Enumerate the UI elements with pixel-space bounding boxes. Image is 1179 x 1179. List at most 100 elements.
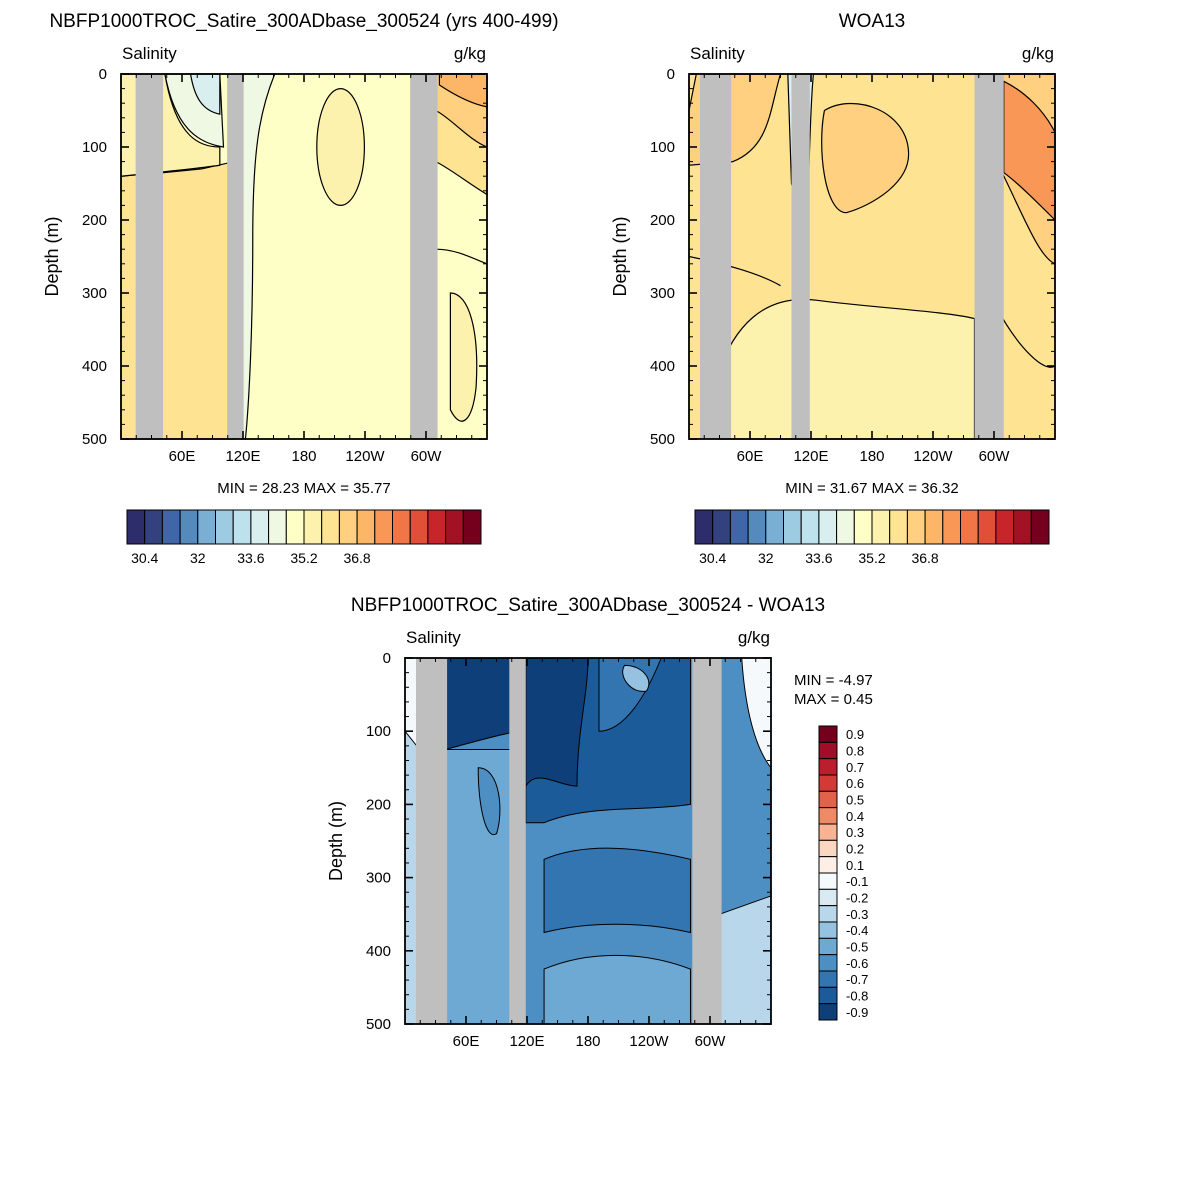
colorbar-label: 0.1 bbox=[846, 858, 864, 873]
x-tick-label: 180 bbox=[575, 1033, 600, 1050]
colorbar-box bbox=[268, 509, 287, 545]
land-mask bbox=[699, 74, 732, 439]
colorbar-label: 0.3 bbox=[846, 825, 864, 840]
colorbar-label: -0.4 bbox=[846, 923, 868, 938]
colorbar-box bbox=[144, 509, 163, 545]
land-mask bbox=[410, 74, 438, 439]
x-tick-label: 120E bbox=[225, 448, 260, 465]
y-axis-label: Depth (m) bbox=[326, 801, 346, 881]
min-label: MIN = -4.97 bbox=[794, 672, 873, 689]
land-mask bbox=[974, 74, 1004, 439]
colorbar-label: 35.2 bbox=[290, 550, 317, 566]
y-tick-label: 400 bbox=[650, 358, 675, 375]
colorbar-box bbox=[818, 823, 838, 841]
unit-label: g/kg bbox=[738, 628, 770, 647]
salinity-contour-region bbox=[316, 87, 365, 207]
colorbar-label: 30.4 bbox=[131, 550, 158, 566]
x-tick-label: 60W bbox=[411, 448, 443, 465]
min-max-label: MIN = 31.67 MAX = 36.32 bbox=[785, 480, 958, 497]
x-tick-label: 120W bbox=[913, 448, 953, 465]
colorbar-box bbox=[818, 856, 838, 874]
colorbar-box bbox=[818, 741, 838, 760]
chart-title: NBFP1000TROC_Satire_300ADbase_300524 - W… bbox=[351, 595, 825, 616]
y-tick-label: 100 bbox=[366, 723, 391, 740]
land-mask bbox=[415, 658, 448, 1024]
land-mask bbox=[227, 74, 244, 439]
colorbar-label: 0.9 bbox=[846, 727, 864, 742]
colorbar-box bbox=[285, 509, 305, 545]
colorbar-label: 0.2 bbox=[846, 842, 864, 857]
colorbar-box bbox=[321, 509, 340, 545]
colorbar-box bbox=[977, 509, 997, 545]
x-tick-label: 60E bbox=[453, 1033, 480, 1050]
colorbar-box bbox=[783, 509, 802, 545]
variable-label: Salinity bbox=[406, 628, 461, 647]
unit-label: g/kg bbox=[1022, 44, 1054, 63]
colorbar-box bbox=[712, 509, 731, 545]
y-tick-label: 100 bbox=[82, 139, 107, 156]
colorbar-label: -0.3 bbox=[846, 907, 868, 922]
colorbar-box bbox=[906, 509, 926, 545]
y-axis-label: Depth (m) bbox=[610, 216, 630, 296]
difference-contour-region bbox=[543, 847, 691, 934]
plot-frame bbox=[120, 73, 488, 440]
y-tick-label: 300 bbox=[82, 285, 107, 302]
colorbar-box bbox=[818, 872, 838, 890]
land-mask bbox=[509, 658, 526, 1024]
colorbar-label: 33.6 bbox=[237, 550, 264, 566]
colorbar-box bbox=[392, 509, 411, 545]
colorbar-box bbox=[445, 509, 464, 545]
colorbar-box bbox=[462, 509, 482, 545]
colorbar-box bbox=[818, 807, 838, 825]
salinity-contour-region bbox=[449, 292, 478, 422]
y-tick-label: 500 bbox=[650, 431, 675, 448]
y-axis-label: Depth (m) bbox=[42, 216, 62, 296]
colorbar-label: 0.4 bbox=[846, 809, 864, 824]
x-tick-label: 120E bbox=[793, 448, 828, 465]
colorbar-box bbox=[374, 509, 393, 545]
x-tick-label: 60E bbox=[169, 448, 196, 465]
x-tick-label: 60W bbox=[695, 1033, 727, 1050]
colorbar-box bbox=[409, 509, 429, 545]
difference-contour-region bbox=[525, 657, 589, 788]
colorbar-label: 0.8 bbox=[846, 744, 864, 759]
colorbar-box bbox=[818, 1003, 838, 1021]
difference-contour-region bbox=[477, 767, 501, 836]
colorbar-box bbox=[694, 509, 714, 545]
min-max-label: MIN = 28.23 MAX = 35.77 bbox=[217, 480, 390, 497]
colorbar-box bbox=[836, 509, 855, 545]
colorbar-box bbox=[126, 509, 146, 545]
y-tick-label: 300 bbox=[650, 285, 675, 302]
colorbar-box bbox=[303, 509, 323, 545]
chart-title: NBFP1000TROC_Satire_300ADbase_300524 (yr… bbox=[49, 11, 558, 32]
colorbar-box bbox=[818, 954, 838, 972]
colorbar-label: 32 bbox=[758, 550, 774, 566]
salinity-contour-line bbox=[688, 255, 781, 287]
colorbar-box bbox=[818, 921, 838, 939]
colorbar-label: 30.4 bbox=[699, 550, 726, 566]
colorbar-label: -0.1 bbox=[846, 874, 868, 889]
colorbar-box bbox=[250, 509, 270, 545]
colorbar-label: 33.6 bbox=[805, 550, 832, 566]
difference-contour-region bbox=[719, 895, 772, 1025]
colorbar-box bbox=[818, 758, 838, 776]
x-tick-label: 180 bbox=[859, 448, 884, 465]
y-tick-label: 400 bbox=[366, 943, 391, 960]
colorbar-box bbox=[889, 509, 908, 545]
colorbar-box bbox=[232, 509, 252, 545]
plot-frame bbox=[404, 657, 772, 1025]
land-mask bbox=[692, 658, 722, 1024]
unit-label: g/kg bbox=[454, 44, 486, 63]
y-tick-label: 200 bbox=[650, 212, 675, 229]
colorbar-label: 35.2 bbox=[858, 550, 885, 566]
colorbar-box bbox=[729, 509, 749, 545]
colorbar-box bbox=[197, 509, 217, 545]
colorbar-label: -0.8 bbox=[846, 989, 868, 1004]
max-label: MAX = 0.45 bbox=[794, 691, 873, 708]
colorbar-box bbox=[179, 509, 199, 545]
colorbar-label: -0.6 bbox=[846, 956, 868, 971]
colorbar-label: 0.6 bbox=[846, 776, 864, 791]
salinity-contour-region bbox=[189, 73, 221, 115]
y-tick-label: 100 bbox=[650, 139, 675, 156]
colorbar-label: -0.2 bbox=[846, 891, 868, 906]
